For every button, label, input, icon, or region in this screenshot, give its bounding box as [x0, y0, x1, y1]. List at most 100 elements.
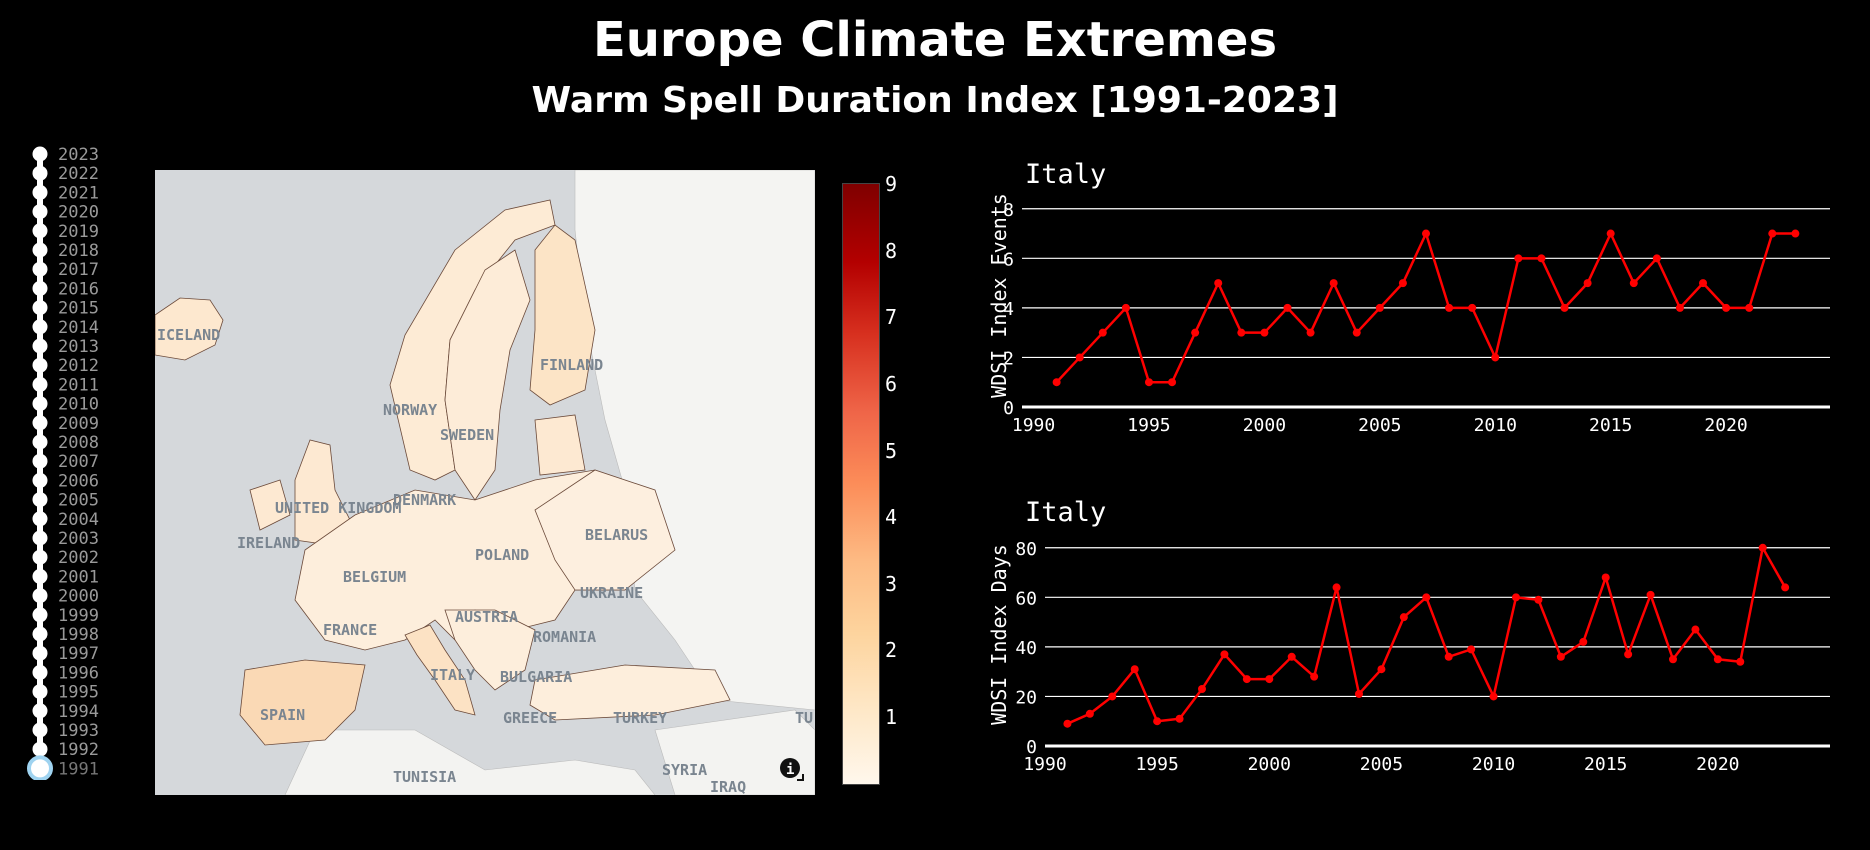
slider-year-label[interactable]: 2008: [58, 433, 99, 453]
data-point[interactable]: [1722, 303, 1731, 312]
data-point[interactable]: [1398, 279, 1407, 288]
slider-year-label[interactable]: 2007: [58, 452, 99, 472]
data-point[interactable]: [1377, 665, 1386, 674]
slider-step[interactable]: [32, 204, 48, 220]
data-point[interactable]: [1758, 543, 1767, 552]
data-point[interactable]: [1175, 714, 1184, 723]
data-point[interactable]: [1691, 625, 1700, 634]
slider-year-label[interactable]: 2004: [58, 510, 99, 530]
slider-step[interactable]: [32, 511, 48, 527]
data-point[interactable]: [1399, 613, 1408, 622]
data-point[interactable]: [1583, 279, 1592, 288]
slider-year-label[interactable]: 1994: [58, 702, 99, 722]
data-point[interactable]: [1310, 672, 1319, 681]
data-point[interactable]: [1191, 328, 1200, 337]
data-point[interactable]: [1745, 303, 1754, 312]
slider-year-label[interactable]: 2006: [58, 471, 99, 491]
data-point[interactable]: [1220, 650, 1229, 659]
data-point[interactable]: [1781, 583, 1790, 592]
slider-step[interactable]: [32, 472, 48, 488]
slider-year-label[interactable]: 1992: [58, 740, 99, 760]
slider-step[interactable]: [32, 434, 48, 450]
data-point[interactable]: [1736, 657, 1745, 666]
slider-step[interactable]: [32, 588, 48, 604]
data-point[interactable]: [1198, 685, 1206, 694]
data-point[interactable]: [1467, 645, 1476, 654]
data-point[interactable]: [1168, 378, 1177, 387]
slider-year-label[interactable]: 2018: [58, 241, 99, 261]
info-icon[interactable]: i: [780, 758, 804, 781]
slider-year-label[interactable]: 1997: [58, 644, 99, 664]
slider-year-label[interactable]: 2014: [58, 318, 99, 338]
slider-step[interactable]: [32, 280, 48, 296]
slider-step[interactable]: [32, 664, 48, 680]
slider-step[interactable]: [32, 415, 48, 431]
data-point[interactable]: [1085, 709, 1094, 718]
data-point[interactable]: [1560, 303, 1569, 312]
data-point[interactable]: [1556, 652, 1565, 661]
slider-step[interactable]: [32, 184, 48, 200]
data-point[interactable]: [1422, 593, 1431, 602]
slider-year-label[interactable]: 1995: [58, 683, 99, 703]
slider-year-label[interactable]: 2003: [58, 529, 99, 549]
data-point[interactable]: [1144, 378, 1153, 387]
slider-step[interactable]: [32, 396, 48, 412]
slider-step[interactable]: [32, 492, 48, 508]
slider-year-label[interactable]: 2002: [58, 548, 99, 568]
slider-step[interactable]: [32, 165, 48, 181]
data-point[interactable]: [1534, 595, 1543, 604]
data-point[interactable]: [1260, 328, 1269, 337]
data-point[interactable]: [1287, 652, 1296, 661]
slider-step[interactable]: [32, 223, 48, 239]
data-point[interactable]: [1121, 303, 1130, 312]
data-point[interactable]: [1075, 353, 1084, 362]
slider-year-label[interactable]: 1991: [58, 759, 99, 779]
slider-year-label[interactable]: 2019: [58, 222, 99, 242]
data-point[interactable]: [1489, 692, 1498, 701]
slider-step[interactable]: [32, 607, 48, 623]
data-point[interactable]: [1214, 279, 1223, 288]
slider-year-label[interactable]: 2012: [58, 356, 99, 376]
data-point[interactable]: [1629, 279, 1638, 288]
slider-year-label[interactable]: 2001: [58, 567, 99, 587]
data-point[interactable]: [1355, 689, 1363, 698]
slider-year-label[interactable]: 2005: [58, 491, 99, 511]
data-point[interactable]: [1601, 573, 1610, 582]
slider-step[interactable]: [27, 755, 53, 782]
data-point[interactable]: [1579, 637, 1588, 646]
slider-step[interactable]: [32, 549, 48, 565]
slider-step[interactable]: [32, 357, 48, 373]
slider-year-label[interactable]: 1998: [58, 625, 99, 645]
data-point[interactable]: [1491, 353, 1500, 362]
data-point[interactable]: [1332, 583, 1341, 592]
data-point[interactable]: [1669, 655, 1677, 664]
data-point[interactable]: [1444, 652, 1453, 661]
slider-step[interactable]: [32, 146, 48, 162]
data-point[interactable]: [1375, 303, 1384, 312]
data-point[interactable]: [1537, 254, 1546, 263]
slider-year-label[interactable]: 1996: [58, 663, 99, 683]
data-point[interactable]: [1646, 590, 1655, 599]
data-point[interactable]: [1063, 719, 1072, 728]
data-point[interactable]: [1422, 229, 1430, 238]
data-point[interactable]: [1606, 229, 1615, 238]
slider-step[interactable]: [32, 684, 48, 700]
slider-year-label[interactable]: 1999: [58, 606, 99, 626]
data-point[interactable]: [1624, 650, 1633, 659]
slider-year-label[interactable]: 2000: [58, 587, 99, 607]
slider-year-label[interactable]: 2010: [58, 395, 99, 415]
data-point[interactable]: [1791, 229, 1800, 238]
year-slider[interactable]: 2023 2022 2021 2020 2019 2018 2017 2016 2015 2014…: [0, 140, 140, 782]
slider-year-label[interactable]: 2009: [58, 414, 99, 434]
data-point[interactable]: [1445, 303, 1454, 312]
year-slider-track[interactable]: 2023202220212020201920182017201620152014…: [0, 140, 140, 782]
slider-year-label[interactable]: 2023: [58, 145, 99, 165]
data-point[interactable]: [1514, 254, 1523, 263]
data-point[interactable]: [1652, 254, 1661, 263]
slider-year-label[interactable]: 2017: [58, 260, 99, 280]
data-point[interactable]: [1052, 378, 1061, 387]
slider-year-label[interactable]: 1993: [58, 721, 99, 741]
slider-step[interactable]: [32, 722, 48, 738]
data-point[interactable]: [1098, 328, 1107, 337]
slider-step[interactable]: [32, 530, 48, 546]
